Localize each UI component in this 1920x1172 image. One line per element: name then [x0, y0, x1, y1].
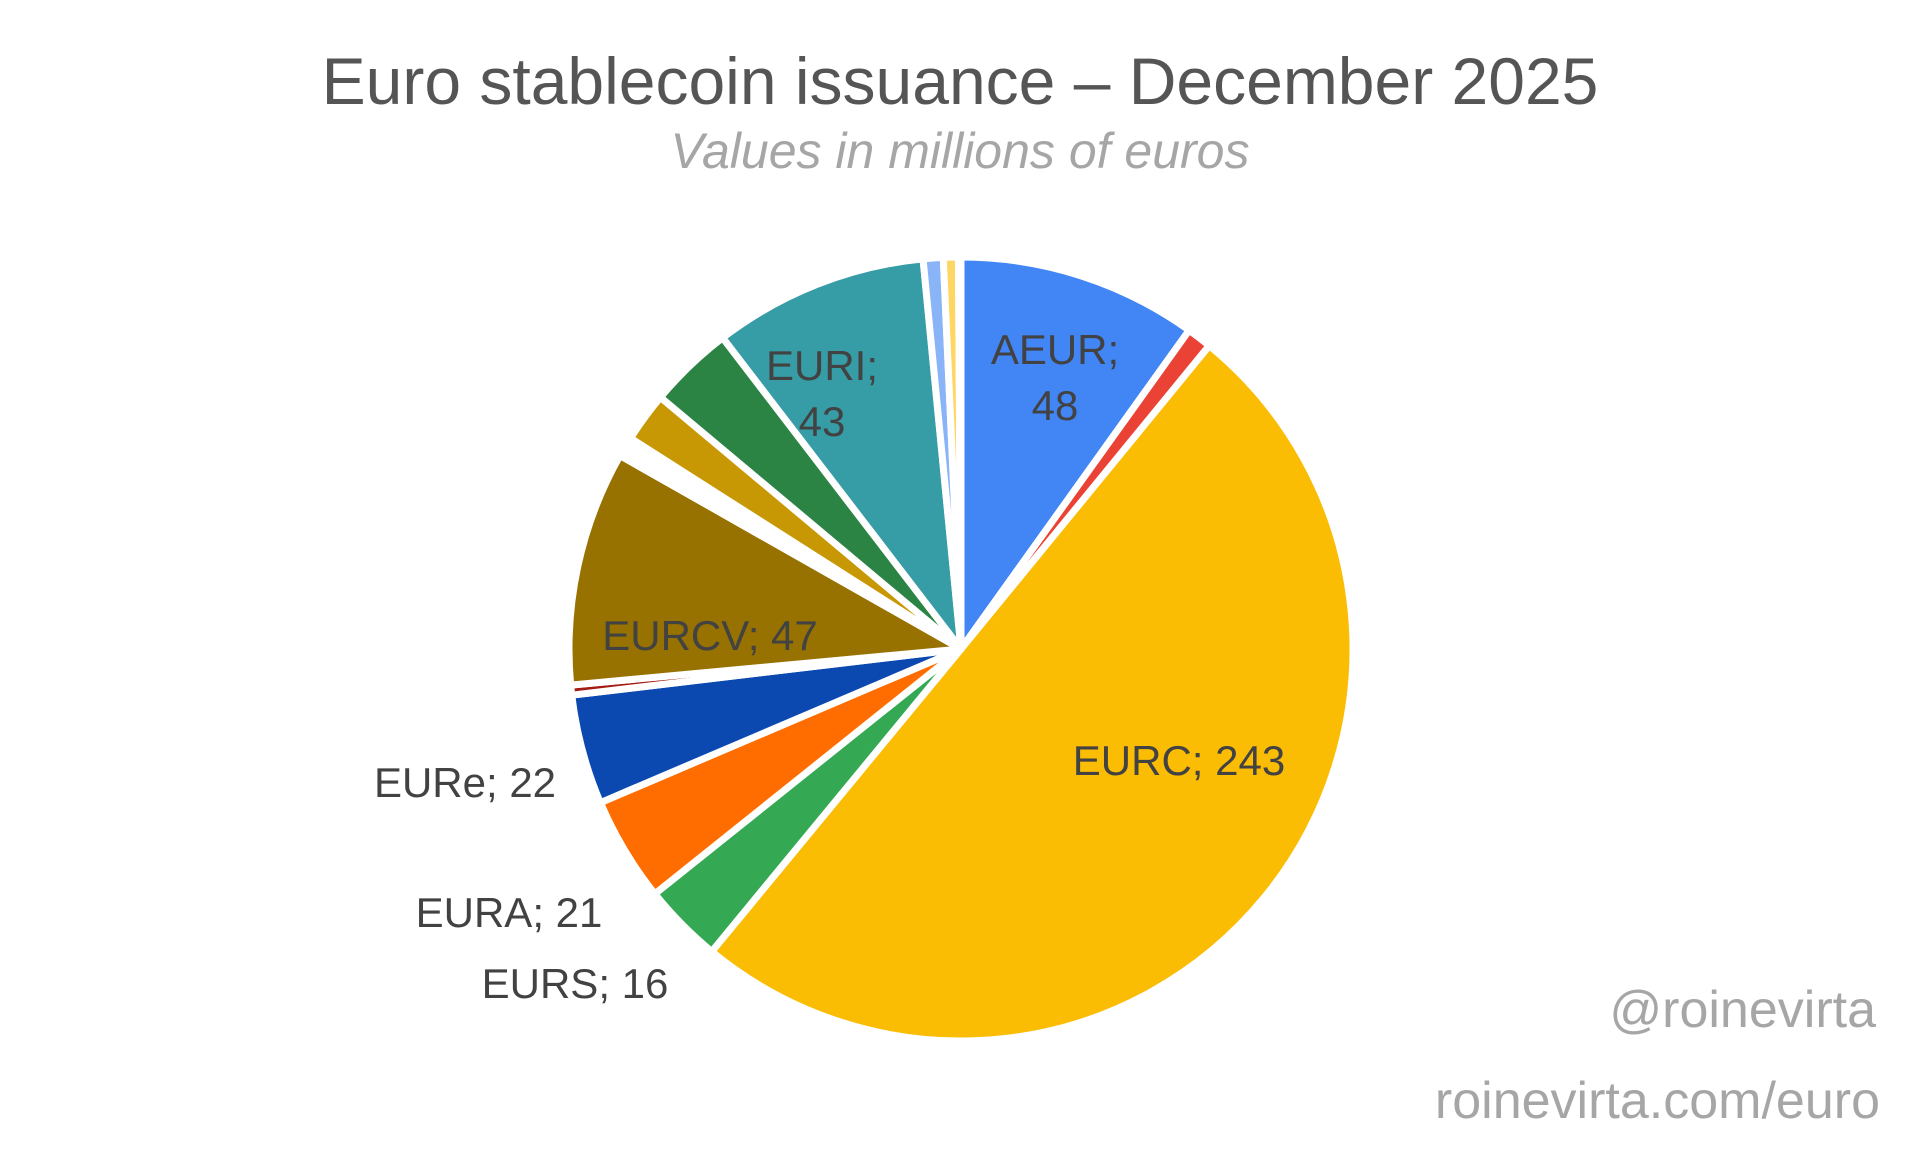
pie-slice-aeur	[957, 253, 1193, 653]
chart-subtitle: Values in millions of euros	[671, 123, 1250, 179]
slice-label-eura: EURA; 21	[416, 889, 603, 936]
chart-title: Euro stablecoin issuance – December 2025	[322, 44, 1599, 118]
slice-label-eurs: EURS; 16	[482, 960, 669, 1007]
slice-labels: AEUR; 48 EURC; 243 EURS; 16 EURA; 21 EURe; 22…	[374, 326, 1285, 1007]
slice-label-eurc: EURC; 243	[1073, 737, 1285, 784]
pie-slice-eurcv	[565, 452, 965, 689]
pie-slice-eurc	[708, 342, 1357, 1045]
pie-slices	[565, 253, 1357, 1045]
pie-slice	[954, 253, 965, 653]
pie-slice-euri	[719, 255, 965, 653]
slice-label-eurcv: EURCV; 47	[602, 612, 818, 659]
slice-label-aeur: AEUR; 48	[991, 326, 1119, 429]
slice-label-euri: EURI; 43	[766, 342, 878, 445]
watermark-url: roinevirta.com/euro	[1435, 1072, 1880, 1130]
watermark-handle: @roinevirta	[1609, 981, 1876, 1039]
slice-label-eure: EURe; 22	[374, 759, 556, 806]
